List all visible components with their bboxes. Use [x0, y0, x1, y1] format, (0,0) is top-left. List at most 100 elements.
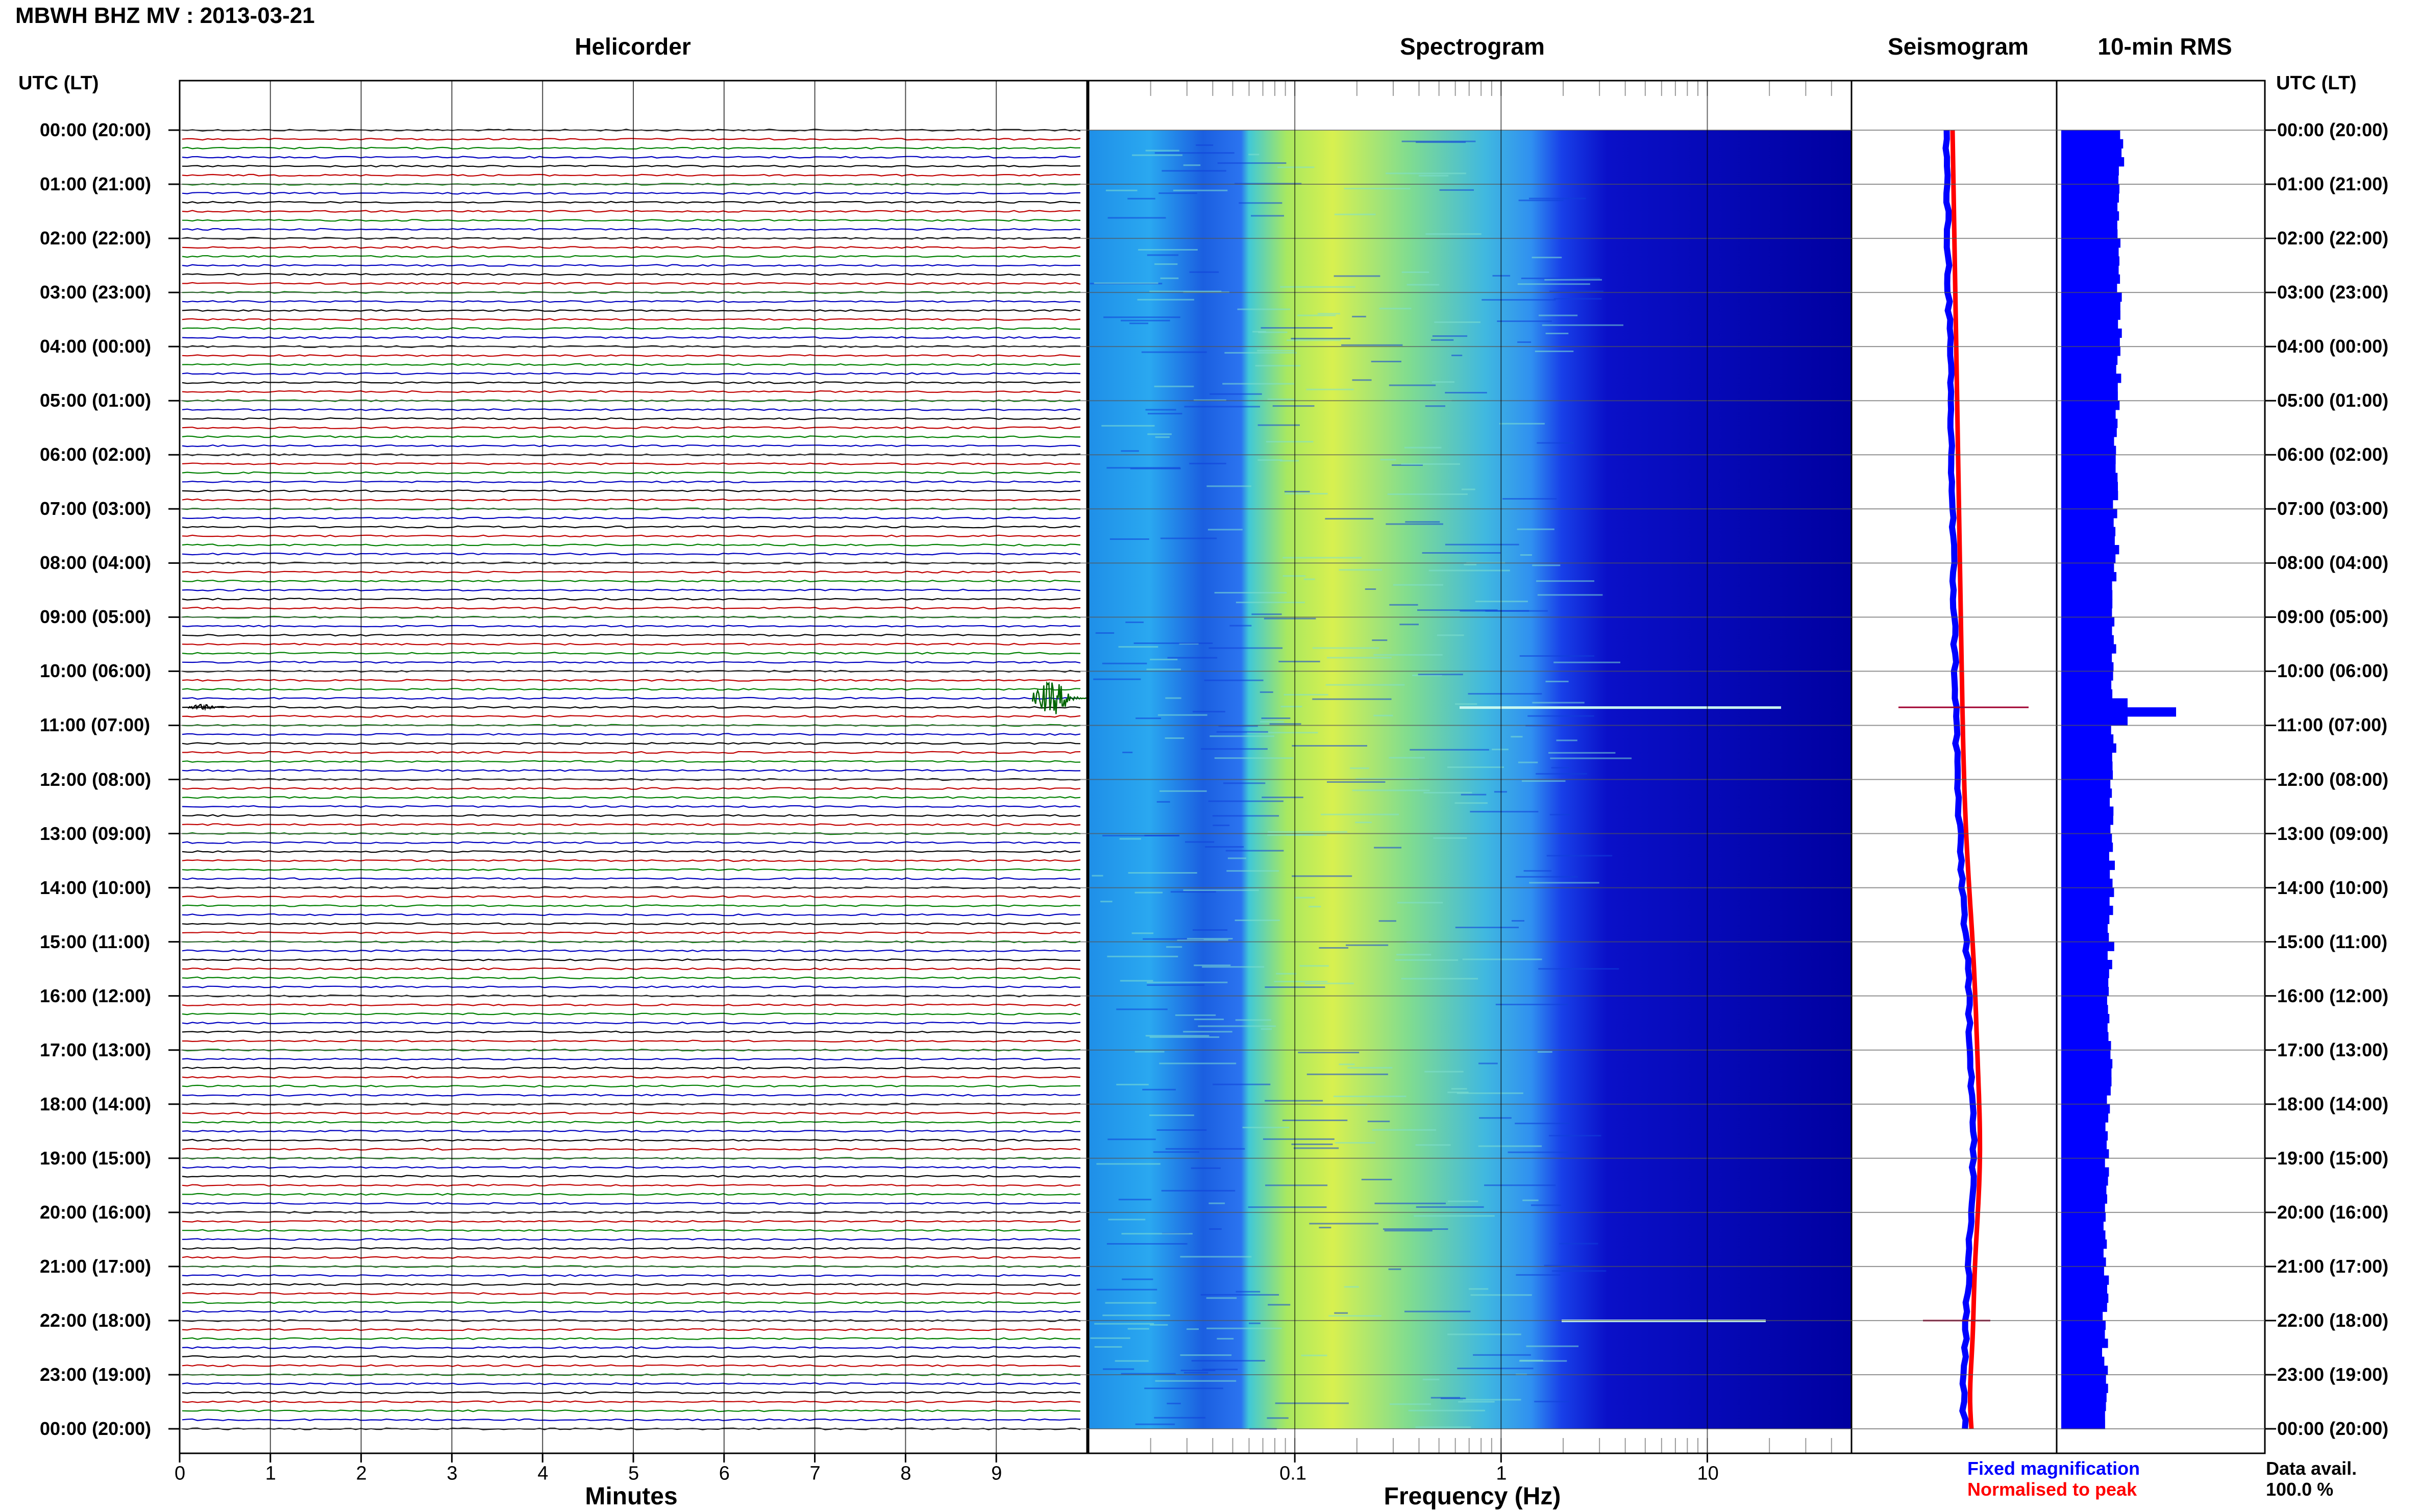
spectrogram-noise [1458, 1401, 1495, 1403]
spectrogram-noise [1417, 609, 1498, 611]
helicorder-trace [182, 137, 1081, 141]
rms-bar [2061, 374, 2121, 383]
spectrogram-noise [1225, 850, 1284, 852]
spectrogram-noise [1107, 1138, 1156, 1141]
rms-bar [2061, 860, 2115, 870]
spectrogram-noise [1401, 463, 1460, 465]
spectrogram-noise [1397, 902, 1443, 904]
spectrogram-noise [1478, 1062, 1498, 1064]
helicorder-trace [182, 1355, 1081, 1358]
spectrogram-noise [1549, 1135, 1601, 1136]
time-label-left: 18:00 (14:00) [40, 1093, 152, 1114]
rms-bar [2061, 914, 2110, 924]
spectrogram-noise [1202, 1369, 1238, 1371]
time-label-left: 14:00 (10:00) [40, 877, 152, 898]
helicorder-trace [182, 976, 1081, 980]
spectrogram-noise [1155, 436, 1170, 438]
spectrogram-noise [1515, 1123, 1570, 1125]
rms-bar [2061, 671, 2113, 681]
spectrogram-noise [1226, 870, 1279, 872]
spectrogram-noise [1202, 966, 1265, 968]
helicorder-trace [182, 679, 1081, 682]
rms-bar [2061, 563, 2114, 573]
spectrogram-noise [1272, 405, 1315, 407]
spectrogram-noise [1236, 602, 1305, 604]
spectrogram-noise [1309, 1223, 1379, 1225]
helicorder-trace [182, 164, 1081, 168]
helicorder-trace [182, 895, 1081, 898]
helicorder-trace [182, 534, 1081, 538]
rms-bar [2061, 1284, 2107, 1294]
spectrogram-noise [1395, 959, 1459, 961]
minute-tick-label: 4 [537, 1463, 549, 1484]
spectrogram-noise [1200, 1294, 1279, 1296]
spectrogram-noise [1352, 315, 1366, 317]
time-label-right: 20:00 (16:00) [2277, 1201, 2389, 1223]
rms-bar [2061, 256, 2119, 266]
spectrogram-noise [1210, 735, 1274, 737]
spectrogram-noise [1206, 1327, 1282, 1329]
spectrogram-noise [1473, 1354, 1531, 1356]
spectrogram-noise [1497, 320, 1552, 322]
rms-bar [2061, 987, 2109, 997]
spectrogram-noise [1455, 703, 1477, 705]
spectrogram-noise [1537, 1051, 1552, 1053]
spectrogram-noise [1373, 714, 1393, 716]
spectrogram-noise [1154, 152, 1235, 154]
rms-bar [2061, 1176, 2108, 1186]
rms-bar [2061, 202, 2118, 212]
spectrogram-noise [1404, 447, 1442, 449]
spectrogram-noise [1386, 523, 1443, 525]
seismogram-title: Seismogram [1887, 33, 2029, 60]
spectrogram-noise [1261, 1028, 1272, 1030]
spectrogram-noise [1194, 1019, 1224, 1021]
spectrogram-noise [1545, 681, 1569, 682]
spectrogram-noise [1405, 521, 1440, 523]
minute-tick-label: 2 [356, 1463, 367, 1484]
spectrogram-noise [1371, 361, 1401, 362]
helicorder-trace [182, 1256, 1081, 1259]
spectrogram-noise [1180, 1370, 1216, 1371]
helicorder-trace [182, 489, 1081, 492]
rms-bar [2061, 310, 2120, 320]
spectrogram-noise [1460, 610, 1529, 612]
spectrogram-noise [1431, 381, 1454, 383]
helicorder-trace [182, 1003, 1081, 1007]
spectrogram-noise [1237, 308, 1291, 310]
spectrogram-noise [1502, 498, 1557, 500]
spectrogram-noise [1257, 350, 1295, 352]
spectrogram-noise [1518, 200, 1564, 202]
rms-bar [2061, 590, 2113, 600]
rms-bar [2061, 1095, 2107, 1105]
spectrogram-noise [1441, 1397, 1466, 1399]
spectrogram-noise [1134, 1051, 1165, 1053]
spectrogram-noise [1512, 920, 1524, 922]
spectrogram-noise [1312, 698, 1392, 700]
spectrogram-noise [1135, 1423, 1175, 1425]
rms-bar [2061, 554, 2116, 563]
rms-bar [2061, 148, 2122, 158]
spectrogram-noise [1396, 954, 1431, 956]
time-label-left: 07:00 (03:00) [40, 498, 152, 519]
spectrogram-noise [1201, 748, 1268, 750]
rms-bar [2061, 815, 2113, 825]
spectrogram-noise [1154, 1417, 1205, 1419]
helicorder-trace [182, 588, 1081, 592]
time-label-right: 22:00 (18:00) [2277, 1309, 2389, 1331]
spectrogram-noise [1516, 1274, 1561, 1276]
minute-tick-label: 8 [900, 1463, 911, 1484]
time-label-right: 23:00 (19:00) [2277, 1364, 2389, 1385]
rms-bar [2061, 833, 2112, 843]
spectrogram-noise [1090, 1337, 1130, 1339]
spectrogram-noise [1284, 490, 1310, 492]
rms-bar [2061, 725, 2111, 735]
helicorder-trace [182, 318, 1081, 321]
rms-bar [2061, 951, 2108, 960]
spectrogram-noise [1116, 1008, 1168, 1010]
spectrogram-noise [1517, 528, 1554, 530]
time-label-right: 03:00 (23:00) [2277, 282, 2389, 303]
rms-bar [2061, 1131, 2108, 1141]
rms-bar [2061, 301, 2120, 311]
spectrogram-noise [1183, 1031, 1232, 1033]
helicorder-trace [182, 642, 1081, 646]
